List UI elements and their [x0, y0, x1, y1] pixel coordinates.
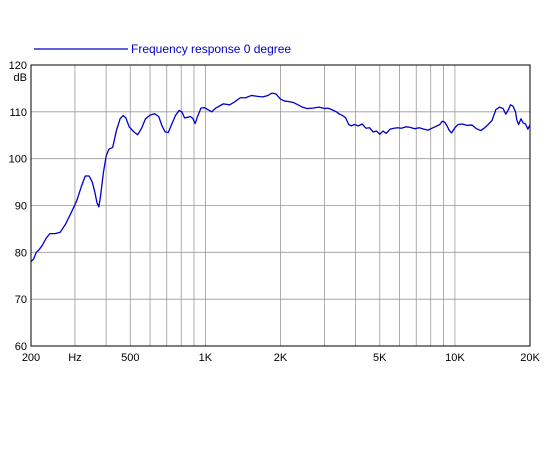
x-tick-label: 500 — [121, 352, 139, 364]
y-tick-label: 120 — [9, 60, 27, 72]
y-tick-label: 110 — [9, 107, 27, 119]
plot-frame — [30, 64, 531, 347]
y-tick-label: 90 — [15, 201, 27, 213]
x-tick-labels: 200 Hz 500 1K 2K 5K 10K 20K — [22, 352, 541, 364]
y-tick-label: 60 — [15, 341, 27, 353]
legend-label: Frequency response 0 degree — [131, 42, 291, 56]
grid — [31, 64, 530, 347]
x-tick-label: 20K — [520, 352, 540, 364]
x-tick-label: Hz — [68, 352, 81, 364]
x-tick-label: 1K — [199, 352, 213, 364]
x-tick-label: 2K — [274, 352, 288, 364]
y-tick-labels: 60 70 80 90 100 110 120 — [9, 60, 27, 353]
legend: Frequency response 0 degree — [34, 42, 291, 56]
x-tick-label: 10K — [445, 352, 465, 364]
series — [30, 92, 531, 263]
y-tick-label: 80 — [15, 247, 27, 259]
y-tick-label: 70 — [15, 294, 27, 306]
y-tick-label: 100 — [9, 154, 27, 166]
x-tick-label: 5K — [373, 352, 387, 364]
x-tick-label: 200 — [22, 352, 40, 364]
y-axis-label: dB — [14, 72, 27, 84]
series-line-frequency-response — [30, 92, 531, 263]
